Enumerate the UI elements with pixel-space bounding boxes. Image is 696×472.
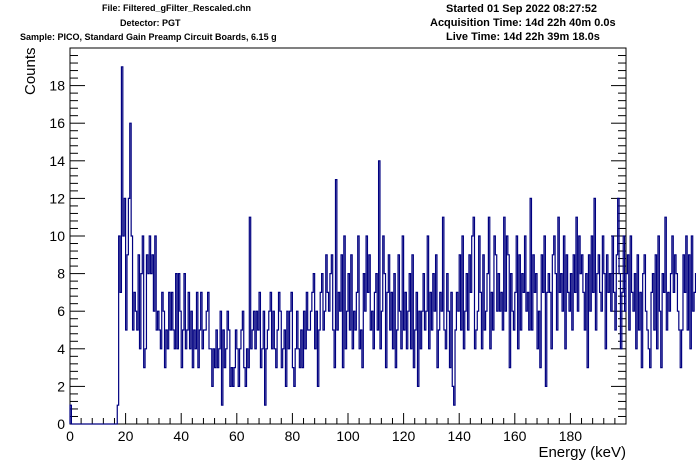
header-started-label: Started 01 Sep 2022 08:27:52 (446, 3, 598, 15)
tick-labels: 0 20 40 60 80 100 120 140 160 180 0 2 4 6 8 10 12 14 16 18 (49, 78, 582, 444)
y-tick-label: 14 (49, 153, 65, 169)
y-tick-label: 0 (57, 416, 65, 432)
header-file-label: File: Filtered_gFilter_Rescaled.chn (102, 3, 252, 13)
x-tick-label: 160 (503, 428, 527, 444)
y-tick-label: 6 (57, 303, 65, 319)
header-acquisition-label: Acquisition Time: 14d 22h 40m 0.0s (430, 17, 616, 29)
tick-marks (69, 47, 627, 425)
y-tick-label: 10 (49, 228, 65, 244)
x-tick-label: 80 (285, 428, 301, 444)
y-tick-label: 2 (57, 378, 65, 394)
y-tick-label: 18 (49, 78, 65, 94)
x-tick-label: 0 (66, 428, 74, 444)
x-tick-label: 20 (118, 428, 134, 444)
plot-frame (69, 47, 627, 425)
header-sample-label: Sample: PICO, Standard Gain Preamp Circu… (20, 32, 277, 42)
y-tick-label: 16 (49, 115, 65, 131)
y-axis-title: Counts (22, 47, 39, 95)
x-tick-label: 40 (173, 428, 189, 444)
x-tick-label: 140 (448, 428, 472, 444)
header-live-label: Live Time: 14d 22h 39m 18.0s (446, 31, 600, 43)
x-tick-label: 100 (336, 428, 360, 444)
y-tick-label: 12 (49, 190, 65, 206)
header-detector-label: Detector: PGT (120, 18, 181, 28)
x-tick-label: 60 (229, 428, 245, 444)
y-tick-label: 4 (57, 341, 65, 357)
x-axis-title: Energy (keV) (538, 444, 626, 461)
x-tick-label: 180 (559, 428, 583, 444)
x-tick-label: 120 (392, 428, 416, 444)
histogram-series (69, 66, 696, 425)
y-tick-label: 8 (57, 266, 65, 282)
